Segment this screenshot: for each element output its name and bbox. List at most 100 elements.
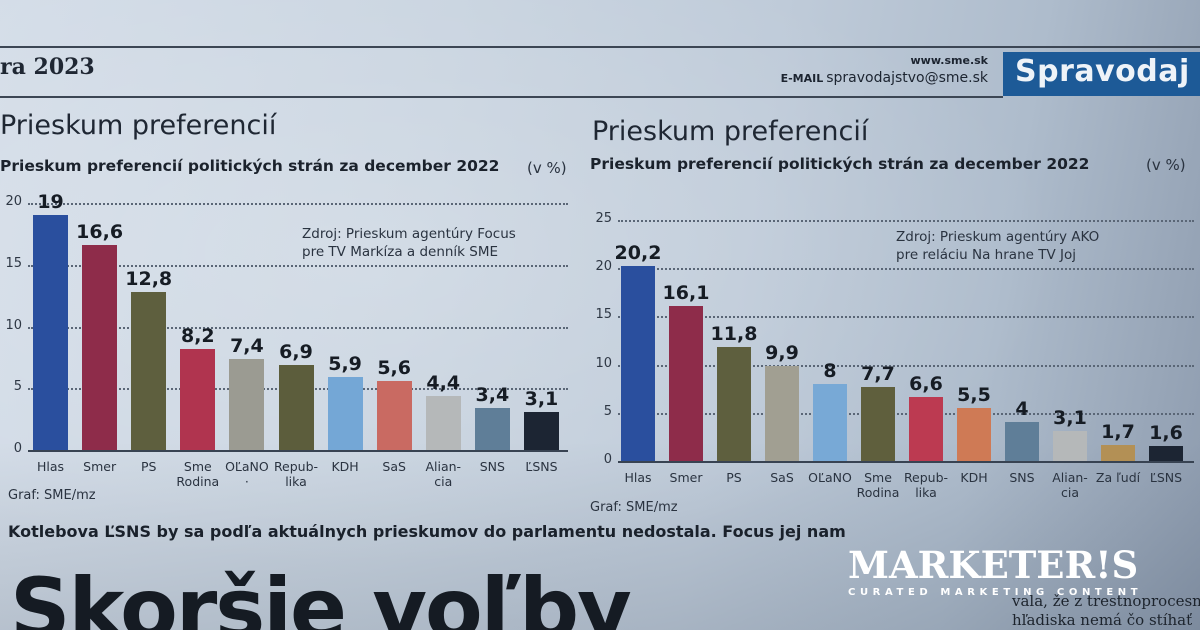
bar [909, 397, 943, 461]
bar [278, 364, 314, 450]
bar-value-label: 16,6 [76, 220, 124, 243]
bar [621, 266, 655, 461]
bar-value-label: 16,1 [662, 281, 710, 304]
x-category-label: SNS [479, 459, 505, 474]
plot-area: 0 5 10 15 20 19 Hlas 16,6 Smer 12,8 PS 8,2 Sme Rodin… [5, 191, 568, 489]
bar-value-label: 3,1 [524, 387, 559, 410]
bar-value-label: 12,8 [125, 267, 173, 290]
bar [1053, 431, 1087, 461]
bar [957, 407, 991, 461]
chart-subtitle: Prieskum preferencií politických strán z… [590, 155, 1090, 173]
bar [425, 395, 461, 450]
marketeris-watermark: MARKETER!S CURATED MARKETING CONTENT [848, 545, 1168, 598]
x-category-label: Smer [669, 470, 703, 485]
y-tick-label: 10 [5, 317, 22, 333]
bar-value-label: 6,6 [909, 373, 943, 396]
bar-value-label: 9,9 [765, 341, 799, 364]
masthead-date: ra 2023 [0, 54, 95, 80]
x-category-label: ĽSNS [1149, 470, 1183, 485]
article-body: vala, že z trestnoprocesného hľadiska ne… [1012, 592, 1200, 630]
gridline [618, 412, 1194, 415]
gridline [618, 364, 1194, 367]
chart-source: Zdroj: Prieskum agentúry Focus pre TV Ma… [302, 225, 516, 261]
bar-value-label: 19 [37, 191, 64, 214]
source-line-2: pre TV Markíza a denník SME [302, 244, 499, 260]
x-category-label: KDH [331, 459, 359, 474]
article-headline: Skoršie voľby [10, 560, 632, 630]
x-category-label: Hlas [624, 470, 652, 485]
bar-value-label: 5,5 [957, 383, 991, 406]
x-category-label: Alian- cia [425, 459, 462, 489]
x-category-label: OĽaNO [808, 470, 852, 485]
y-tick-label: 20 [595, 259, 612, 275]
masthead-bottom-rule [0, 96, 1003, 98]
chart-credit: Graf: SME/mz [8, 488, 96, 503]
bar [82, 244, 118, 450]
email-address: spravodajstvo@sme.sk [826, 70, 988, 86]
bar-value-label: 1,7 [1101, 420, 1135, 443]
bar-value-label: 7,7 [861, 362, 895, 385]
y-tick-label: 20 [5, 194, 22, 209]
chart-focus: Prieskum preferencií Prieskum preferenci… [0, 100, 580, 510]
bar [1149, 445, 1183, 461]
x-category-label: Alian- cia [1052, 470, 1088, 500]
bar-value-label: 4 [1015, 398, 1029, 421]
bar [765, 365, 799, 461]
bar [376, 380, 412, 450]
gridline [618, 220, 1194, 222]
bar [813, 383, 847, 461]
y-tick-label: 15 [595, 307, 612, 323]
bar [1005, 422, 1039, 461]
bar-value-label: 3,1 [1053, 407, 1087, 430]
x-category-label: PS [726, 470, 742, 485]
body-line-2: hľadiska nemá čo stíhať [1012, 611, 1193, 629]
bar-value-label: 11,8 [710, 323, 758, 346]
x-axis-baseline [618, 461, 1194, 463]
gridline [28, 264, 568, 267]
chart-unit: (v %) [1146, 156, 1186, 174]
bar-value-label: 6,9 [279, 340, 313, 363]
bar [131, 291, 167, 450]
bar [861, 386, 895, 461]
x-category-label: Sme Rodina [856, 470, 900, 500]
chart-title: Prieskum preferencií [592, 116, 869, 147]
y-tick-label: 0 [603, 452, 612, 467]
bar-value-label: 3,4 [475, 384, 510, 406]
x-category-label: PS [140, 459, 157, 474]
source-line-2: pre reláciu Na hrane TV Joj [896, 247, 1076, 263]
x-axis-baseline [28, 450, 568, 452]
x-category-label: Za ľudí [1095, 470, 1141, 485]
article-caption: Kotlebova ĽSNS by sa podľa aktuálnych pr… [8, 522, 846, 541]
bar [1101, 444, 1135, 461]
y-tick-label: 0 [13, 441, 22, 456]
plot-area: 0 5 10 15 20 25 20,2 Hlas 16,1 Smer 11,8 PS 9,9 SaS 8 O… [595, 211, 1194, 500]
x-category-label: Repub- lika [903, 470, 949, 500]
chart-source: Zdroj: Prieskum agentúry AKO pre reláciu… [896, 228, 1099, 264]
chart-credit: Graf: SME/mz [590, 500, 678, 515]
masthead-top-rule [0, 46, 1200, 48]
bar [474, 408, 510, 450]
bar [523, 411, 559, 450]
bar-value-label: 20,2 [614, 242, 662, 265]
bar-value-label: 5,6 [377, 356, 411, 379]
chart-unit: (v %) [527, 159, 567, 177]
bar [669, 305, 703, 461]
bar-value-label: 4,4 [426, 371, 461, 394]
watermark-tagline: CURATED MARKETING CONTENT [848, 587, 1143, 598]
x-category-label: Repub- lika [273, 459, 319, 489]
source-line-1: Zdroj: Prieskum agentúry AKO [896, 229, 1100, 245]
x-category-label: KDH [960, 470, 988, 485]
watermark-logo: MARKETER!S [848, 543, 1139, 587]
bar-value-label: 5,9 [328, 353, 362, 376]
gridline [618, 316, 1194, 319]
masthead-url: www.sme.sk [910, 54, 988, 67]
bar [229, 358, 265, 450]
bar-value-label: 1,6 [1149, 421, 1183, 444]
y-tick-label: 10 [595, 355, 612, 371]
bar-value-label: 7,4 [230, 334, 264, 357]
x-category-label: SaS [382, 459, 406, 474]
gridline [28, 203, 568, 205]
bar-value-label: 8 [823, 359, 837, 382]
bar [180, 348, 216, 450]
x-category-label: Smer [83, 459, 117, 474]
